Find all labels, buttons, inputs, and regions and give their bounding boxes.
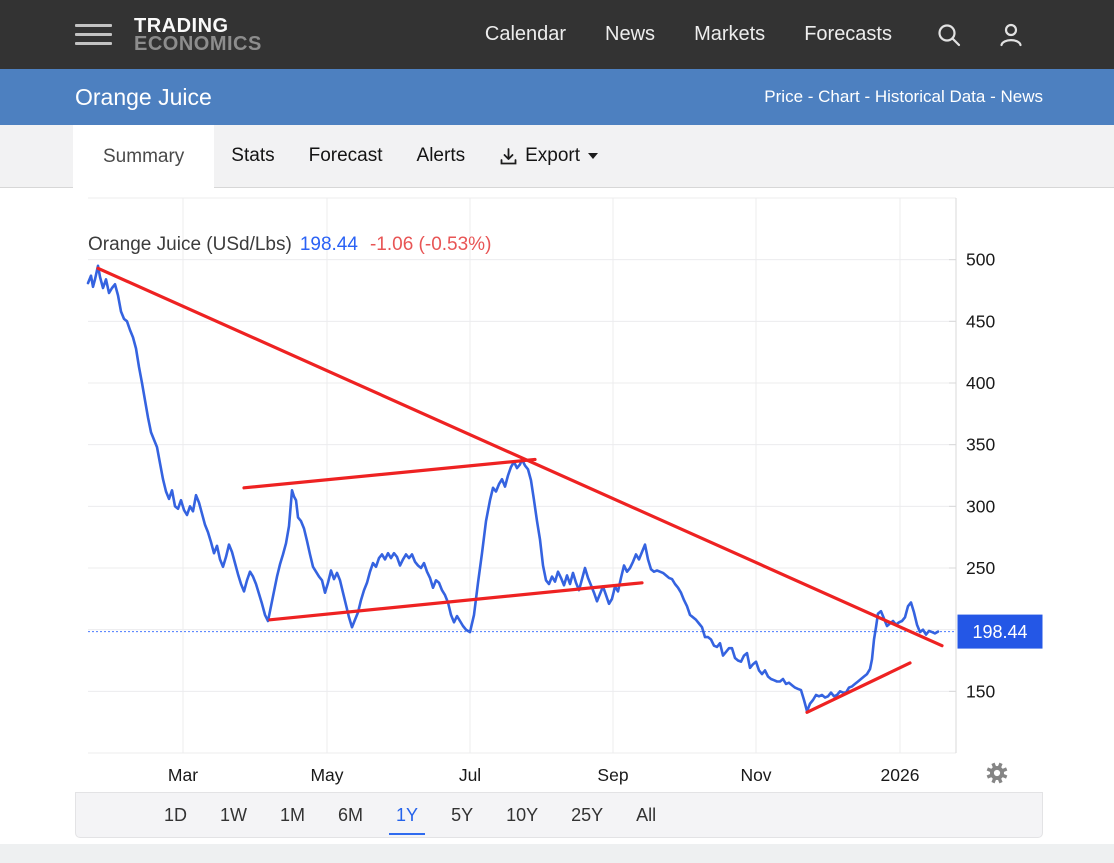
chart-title-price: 198.44 [300,234,359,255]
price-series-line [86,264,940,713]
trendline-long-downtrend [96,266,944,648]
settings-icon[interactable] [986,762,1008,784]
breadcrumb-separator: - [859,87,875,106]
range-button-1w[interactable]: 1W [210,801,257,830]
range-button-1m[interactable]: 1M [270,801,315,830]
tab-summary[interactable]: Summary [73,125,215,188]
range-button-1y[interactable]: 1Y [386,801,428,835]
export-label: Export [525,145,581,166]
range-button-1d[interactable]: 1D [154,801,197,830]
y-axis-label: 500 [966,250,995,270]
nav-link-news[interactable]: News [605,23,656,45]
breadcrumb-link-historical-data[interactable]: Historical Data [874,87,986,106]
y-axis-label: 350 [966,435,995,455]
range-button-5y[interactable]: 5Y [441,801,483,830]
y-axis-label: 300 [966,496,995,516]
tab-alerts[interactable]: Alerts [400,125,483,187]
breadcrumb-separator: - [803,87,819,106]
tab-forecast-label: Forecast [308,145,383,166]
search-icon[interactable] [936,22,962,48]
x-axis-label: Mar [168,765,198,785]
chart-title-change: -1.06 (-0.53%) [370,234,491,255]
breadcrumb-link-chart[interactable]: Chart [818,87,860,106]
top-navbar: TRADING ECONOMICS Calendar News Markets … [0,0,1114,69]
price-chart[interactable]: 500 450 400 350 300 250 150 Mar May Jul Sep Nov 2026… [0,188,1114,792]
x-axis-label: 2026 [881,765,920,785]
user-icon[interactable] [998,22,1024,48]
chart-title-text: Orange Juice (USd/Lbs) [88,234,292,255]
logo-line1: TRADING [134,14,229,37]
breadcrumb-link-news[interactable]: News [1000,87,1043,106]
tab-bar: Summary Stats Forecast Alerts Export [0,125,1114,188]
page-header: Orange Juice Price - Chart - Historical … [0,69,1114,125]
breadcrumb: Price - Chart - Historical Data - News [764,87,1043,107]
download-icon [499,147,518,166]
tab-forecast[interactable]: Forecast [292,125,400,187]
page-title: Orange Juice [75,83,212,110]
menu-icon[interactable] [75,18,112,51]
nav-link-calendar[interactable]: Calendar [484,23,567,45]
export-button[interactable]: Export [482,125,615,187]
tab-summary-label: Summary [103,145,185,167]
x-axis-label: Nov [740,765,771,785]
range-selector: 1D 1W 1M 6M 1Y 5Y 10Y 25Y All [75,792,1043,838]
nav-link-markets[interactable]: Markets [694,23,766,45]
trendline-bottom-uptrend [805,661,912,714]
y-axis-label: 150 [966,681,995,701]
trendline-mid-resistance [242,457,537,490]
range-button-all[interactable]: All [626,801,666,830]
chevron-down-icon [588,153,599,159]
y-axis-label: 400 [966,373,995,393]
tab-stats-label: Stats [231,145,275,166]
x-axis-label: Sep [597,765,628,785]
nav-links: Calendar News Markets Forecasts [485,23,892,46]
trendline-mid-support [268,581,644,622]
range-button-6m[interactable]: 6M [328,801,373,830]
range-button-25y[interactable]: 25Y [561,801,613,830]
logo[interactable]: TRADING ECONOMICS [134,16,262,54]
x-axis-label: Jul [459,765,481,785]
range-button-10y[interactable]: 10Y [496,801,548,830]
chart-title: Orange Juice (USd/Lbs) 198.44 -1.06 (-0.53… [88,234,491,255]
tab-stats[interactable]: Stats [214,125,291,187]
footer-strip [0,844,1114,863]
chart-card: 500 450 400 350 300 250 150 Mar May Jul Sep Nov 2026… [0,188,1114,792]
breadcrumb-separator: - [985,87,1001,106]
nav-link-forecasts[interactable]: Forecasts [804,23,892,45]
breadcrumb-link-price[interactable]: Price [764,87,804,106]
current-price-badge [957,614,1043,649]
x-axis-label: May [310,765,343,785]
current-price-badge-label: 198.44 [972,622,1027,642]
logo-line2: ECONOMICS [134,32,262,55]
nav-icons [936,22,1024,48]
tab-alerts-label: Alerts [416,145,466,166]
y-axis-label: 250 [966,558,995,578]
y-axis-label: 450 [966,311,995,331]
